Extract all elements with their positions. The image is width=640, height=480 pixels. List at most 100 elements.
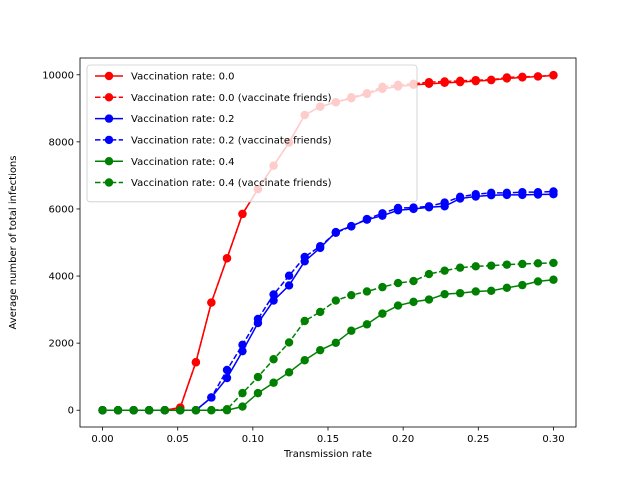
data-point: [424, 269, 434, 279]
data-point: [362, 287, 372, 296]
data-point: [424, 202, 434, 211]
legend-marker: [104, 71, 114, 81]
data-point: [222, 405, 232, 414]
data-point: [284, 338, 294, 347]
data-point: [549, 275, 558, 284]
data-point: [502, 260, 512, 269]
legend-label: Vaccination rate: 0.0: [131, 72, 235, 83]
x-tick-label: 0.15: [317, 434, 339, 445]
data-point: [238, 388, 247, 398]
data-point: [518, 72, 527, 81]
data-point: [144, 406, 154, 415]
legend: Vaccination rate: 0.0 Vaccination rate: 0…: [86, 64, 418, 203]
data-point: [253, 314, 263, 324]
data-point: [455, 76, 465, 86]
data-point: [207, 393, 216, 402]
series-6: [98, 258, 558, 415]
data-point: [471, 262, 480, 271]
data-point: [207, 298, 216, 307]
data-point: [238, 209, 247, 219]
legend-entry: Vaccination rate: 0.4: [95, 157, 235, 168]
legend-label: Vaccination rate: 0.2: [131, 114, 235, 125]
x-axis-label: Transmission rate: [283, 449, 372, 460]
y-tick-label: 4000: [49, 272, 74, 283]
data-point: [300, 316, 309, 326]
data-point: [409, 276, 418, 286]
data-point: [487, 286, 496, 296]
legend-label: Vaccination rate: 0.2 (vaccinate friends…: [131, 136, 332, 147]
data-point: [471, 287, 480, 296]
data-point: [269, 355, 278, 364]
y-axis: 0 2000 4000 6000 8000 10000: [42, 70, 80, 417]
data-point: [191, 358, 201, 367]
data-point: [362, 320, 372, 329]
data-point: [549, 187, 558, 196]
data-point: [518, 280, 527, 290]
data-point: [176, 406, 185, 415]
data-point: [222, 365, 232, 375]
x-tick-label: 0.30: [542, 434, 564, 445]
data-point: [222, 254, 232, 263]
data-point: [331, 228, 341, 237]
y-tick-label: 0: [68, 406, 74, 417]
legend-entry: Vaccination rate: 0.2 (vaccinate friends…: [95, 136, 332, 147]
legend-marker: [104, 114, 114, 123]
data-point: [238, 402, 247, 411]
data-point: [253, 388, 263, 398]
data-point: [331, 296, 341, 305]
y-tick-label: 8000: [49, 137, 74, 148]
legend-label: Vaccination rate: 0.4 (vaccinate friends…: [131, 178, 332, 189]
data-point: [487, 188, 496, 198]
y-tick-label: 6000: [49, 204, 74, 215]
data-point: [362, 214, 372, 224]
data-point: [129, 406, 138, 415]
data-point: [284, 368, 294, 377]
data-point: [533, 72, 543, 81]
data-point: [533, 187, 543, 197]
data-point: [269, 290, 278, 299]
data-point: [533, 277, 543, 286]
legend-entry: Vaccination rate: 0.2: [95, 114, 235, 125]
data-point: [502, 188, 512, 198]
data-point: [471, 75, 480, 85]
legend-box: [86, 64, 418, 203]
data-point: [440, 198, 449, 207]
data-point: [222, 373, 232, 383]
data-point: [518, 259, 527, 269]
data-point: [502, 283, 512, 292]
data-point: [378, 209, 387, 218]
data-point: [347, 290, 356, 300]
data-point: [393, 301, 403, 310]
data-point: [347, 222, 356, 231]
legend-entry: Vaccination rate: 0.0: [95, 72, 235, 83]
data-point: [378, 309, 387, 318]
data-point: [191, 406, 201, 415]
data-point: [98, 406, 107, 415]
data-point: [471, 189, 480, 199]
data-point: [347, 326, 356, 335]
x-axis: 0.00 0.05 0.10 0.15 0.20 0.25 0.30: [91, 427, 565, 445]
data-point: [269, 378, 278, 387]
x-tick-label: 0.00: [91, 434, 113, 445]
legend-label: Vaccination rate: 0.4: [131, 157, 235, 168]
x-tick-label: 0.20: [392, 434, 414, 445]
data-point: [378, 282, 387, 292]
data-point: [253, 372, 263, 382]
data-point: [315, 307, 325, 317]
data-point: [487, 75, 496, 85]
data-point: [440, 77, 449, 86]
y-tick-label: 10000: [42, 70, 74, 81]
data-point: [455, 288, 465, 298]
legend-entry: Vaccination rate: 0.0 (vaccinate friends…: [95, 93, 332, 104]
data-point: [455, 192, 465, 202]
legend-label: Vaccination rate: 0.0 (vaccinate friends…: [131, 93, 332, 104]
x-tick-label: 0.05: [167, 434, 189, 445]
data-point: [502, 73, 512, 82]
data-point: [424, 77, 434, 87]
data-point: [533, 259, 543, 268]
y-tick-label: 2000: [49, 339, 74, 350]
y-axis-label: Average number of total infections: [8, 156, 19, 330]
data-point: [518, 187, 527, 197]
data-point: [284, 281, 294, 290]
